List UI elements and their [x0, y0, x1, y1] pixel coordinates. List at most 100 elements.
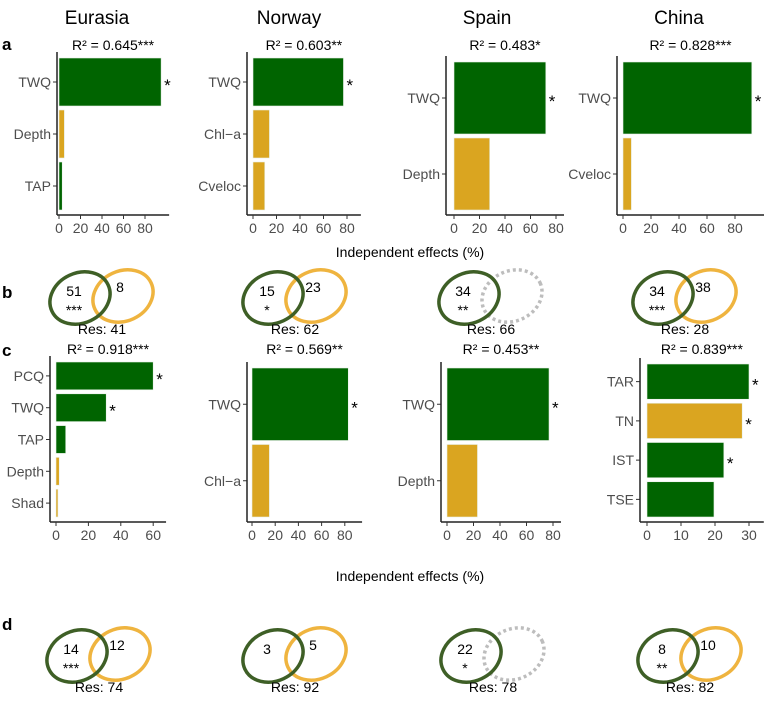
- residual-label: Res: 74: [75, 679, 123, 695]
- shared-fraction: 10: [700, 637, 716, 653]
- bar-chart-a-eurasia: R² = 0.645*** TWQ * Depth TAP 0 20 40 60 80: [14, 37, 171, 236]
- climate-ellipse: [48, 270, 112, 326]
- climate-significance: ***: [649, 302, 666, 318]
- x-tick-label: 20: [643, 220, 659, 236]
- bar-chl−a: [251, 444, 270, 518]
- x-tick-label: 60: [519, 527, 535, 543]
- climate-fraction: 34: [649, 283, 665, 299]
- venn-b-china: 34 *** 38 Res: 28: [631, 268, 738, 337]
- x-tick-label: 20: [81, 527, 97, 543]
- climate-ellipse: [636, 628, 700, 684]
- bar-chart-c-china: R² = 0.839*** TAR * TN * IST * TSE 0 10 20 30: [607, 341, 764, 543]
- x-tick-label: 10: [673, 527, 689, 543]
- x-tick-label: 0: [643, 527, 651, 543]
- x-tick-label: 40: [113, 527, 129, 543]
- bar-cveloc: [252, 161, 266, 211]
- category-label: TAP: [18, 432, 44, 448]
- bar-shad: [55, 488, 59, 518]
- category-label: Depth: [14, 126, 51, 142]
- local-ellipse: [88, 626, 152, 682]
- x-tick-label: 20: [73, 220, 89, 236]
- x-tick-label: 80: [548, 220, 564, 236]
- bar-chart-a-norway: R² = 0.603** TWQ * Chl−a Cveloc 0 20 40 60 80: [198, 37, 361, 236]
- bar-depth: [58, 109, 65, 159]
- category-label: Depth: [7, 463, 44, 479]
- bar-twq: [58, 57, 162, 107]
- category-label: PCQ: [14, 368, 44, 384]
- x-axis-title-a: Independent effects (%): [336, 244, 484, 260]
- panel-label-d: d: [2, 615, 12, 634]
- climate-fraction: 3: [263, 641, 271, 657]
- x-tick-label: 40: [291, 527, 307, 543]
- bar-chart-a-china: R² = 0.828*** TWQ * Cveloc 0 20 40 60 80: [568, 37, 764, 236]
- bar-twq: [251, 367, 349, 441]
- x-tick-label: 30: [741, 527, 757, 543]
- x-tick-label: 60: [314, 527, 330, 543]
- local-ellipse-empty: [482, 626, 546, 682]
- shared-fraction: 5: [309, 637, 317, 653]
- x-tick-label: 60: [116, 220, 132, 236]
- x-tick-label: 40: [292, 220, 308, 236]
- r2-label: R² = 0.569**: [266, 341, 343, 357]
- residual-label: Res: 66: [467, 321, 515, 337]
- x-tick-label: 40: [492, 527, 508, 543]
- x-tick-label: 80: [337, 527, 353, 543]
- x-tick-label: 20: [269, 220, 285, 236]
- local-ellipse: [679, 626, 743, 682]
- category-label: TWQ: [208, 396, 241, 412]
- x-tick-label: 80: [137, 220, 153, 236]
- column-title-china: China: [654, 8, 704, 29]
- r2-label: R² = 0.603**: [266, 37, 343, 53]
- category-label: Cveloc: [568, 166, 611, 182]
- bar-chart-c-spain: R² = 0.453** TWQ * Depth 0 20 40 60 80: [398, 341, 561, 543]
- category-label: Chl−a: [204, 126, 241, 142]
- category-label: Depth: [398, 473, 435, 489]
- x-tick-label: 0: [248, 527, 256, 543]
- climate-fraction: 15: [259, 283, 275, 299]
- residual-label: Res: 92: [271, 679, 319, 695]
- x-tick-label: 20: [466, 527, 482, 543]
- local-ellipse: [674, 268, 738, 324]
- climate-ellipse: [241, 270, 305, 326]
- venn-b-spain: 34 ** Res: 66: [437, 268, 544, 337]
- climate-fraction: 14: [63, 641, 79, 657]
- residual-label: Res: 41: [78, 321, 126, 337]
- significance-star: *: [164, 76, 171, 95]
- bar-tar: [646, 363, 750, 400]
- climate-ellipse: [439, 628, 503, 684]
- x-tick-label: 20: [472, 220, 488, 236]
- category-label: Shad: [11, 495, 44, 511]
- climate-significance: ***: [66, 302, 83, 318]
- bar-chl−a: [252, 109, 270, 159]
- climate-ellipse: [45, 628, 109, 684]
- bar-twq: [453, 61, 547, 135]
- x-tick-label: 0: [450, 220, 458, 236]
- x-tick-label: 0: [443, 527, 451, 543]
- x-tick-label: 60: [316, 220, 332, 236]
- category-label: TAR: [607, 374, 634, 390]
- significance-star: *: [346, 76, 353, 95]
- significance-star: *: [552, 398, 559, 417]
- residual-label: Res: 62: [271, 321, 319, 337]
- column-title-spain: Spain: [463, 8, 512, 29]
- r2-label: R² = 0.453**: [463, 341, 540, 357]
- bar-twq: [252, 57, 344, 107]
- climate-fraction: 8: [658, 641, 666, 657]
- category-label: TN: [615, 413, 634, 429]
- local-ellipse-empty: [480, 268, 544, 324]
- category-label: TWQ: [578, 90, 611, 106]
- x-tick-label: 80: [727, 220, 743, 236]
- bar-depth: [55, 457, 60, 486]
- category-label: TWQ: [407, 90, 440, 106]
- climate-significance: *: [462, 660, 468, 676]
- x-tick-label: 40: [497, 220, 513, 236]
- bar-cveloc: [622, 137, 632, 211]
- shared-fraction: 38: [695, 279, 711, 295]
- climate-significance: **: [458, 302, 469, 318]
- x-tick-label: 40: [671, 220, 687, 236]
- x-tick-label: 60: [145, 527, 161, 543]
- bar-chart-c-eurasia: R² = 0.918*** PCQ * TWQ * TAP Depth Shad 0 20 40 60: [7, 341, 167, 543]
- panel-label-a: a: [2, 35, 12, 54]
- r2-label: R² = 0.645***: [72, 37, 155, 53]
- residual-label: Res: 78: [469, 679, 517, 695]
